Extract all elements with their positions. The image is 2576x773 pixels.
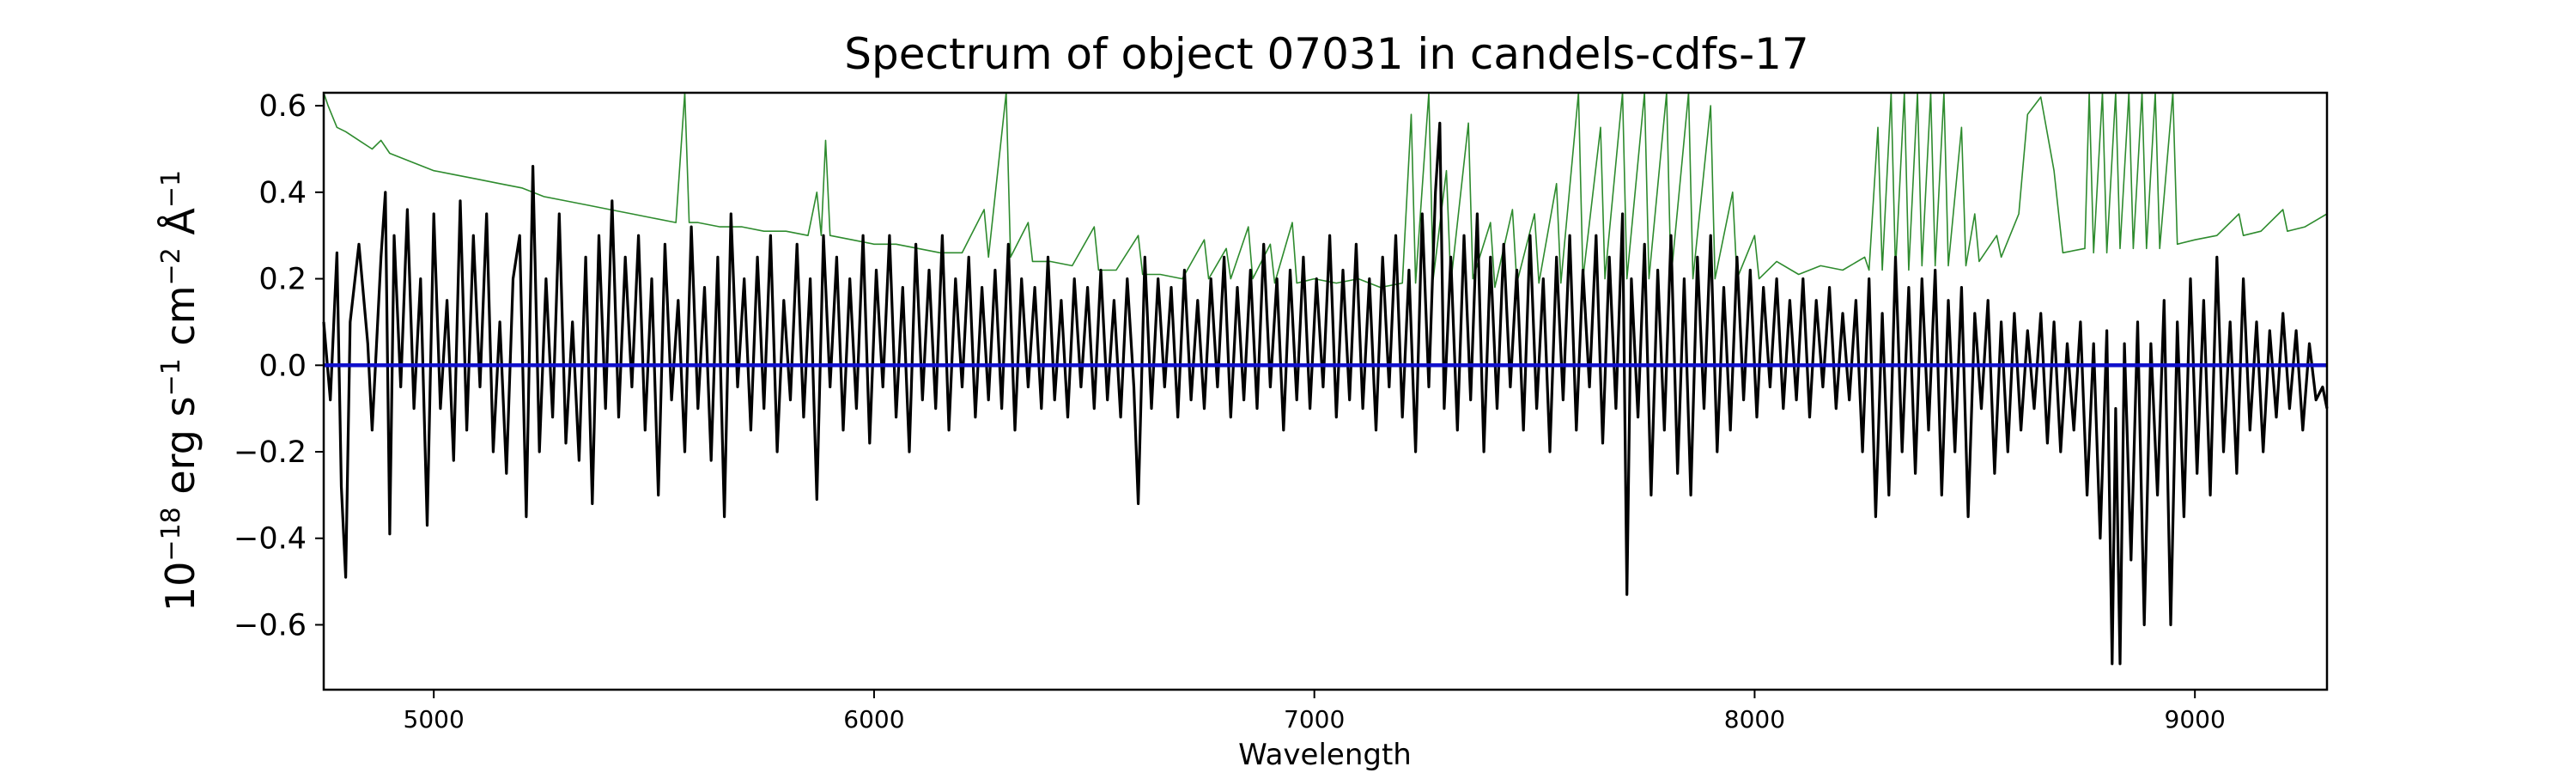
- chart-title: Spectrum of object 07031 in candels-cdfs…: [844, 29, 1809, 79]
- y-label-unit3: Å: [157, 208, 204, 248]
- y-label-exp: −18: [156, 507, 186, 561]
- plot-frame: [322, 91, 2329, 691]
- ticks-layer: 5000 6000 7000 8000 9000 0.6 0.4 0.2 0.0 −0.2 −0.4…: [234, 89, 2226, 733]
- y-tick-label: 0.2: [258, 263, 307, 297]
- y-tick-label: 0.0: [258, 349, 307, 383]
- y-label-unit2: cm: [157, 285, 204, 358]
- y-label-exp2: −2: [156, 247, 186, 285]
- x-tick-label: 7000: [1284, 705, 1345, 733]
- x-tick-label: 5000: [404, 705, 465, 733]
- y-axis-label: 10−18 erg s−1 cm−2 Å−1: [156, 170, 204, 612]
- y-tick-label: 0.6: [258, 89, 307, 124]
- y-label-exp3: −1: [156, 170, 186, 208]
- x-tick-label: 6000: [843, 705, 904, 733]
- series-line-flux: [322, 121, 2329, 666]
- x-tick-label: 9000: [2165, 705, 2226, 733]
- y-tick-label: 0.4: [258, 176, 307, 210]
- y-tick-label: −0.2: [234, 435, 307, 470]
- series-line-error: [323, 92, 2328, 289]
- x-axis-label: Wavelength: [1238, 738, 1412, 772]
- series-layer: [322, 92, 2329, 666]
- y-tick-label: −0.4: [234, 522, 307, 557]
- y-label-exp1: −1: [156, 358, 186, 396]
- y-label-unit1: erg s: [157, 396, 204, 507]
- y-label-base: 10: [157, 562, 204, 612]
- x-tick-label: 8000: [1724, 705, 1785, 733]
- y-tick-label: −0.6: [234, 608, 307, 642]
